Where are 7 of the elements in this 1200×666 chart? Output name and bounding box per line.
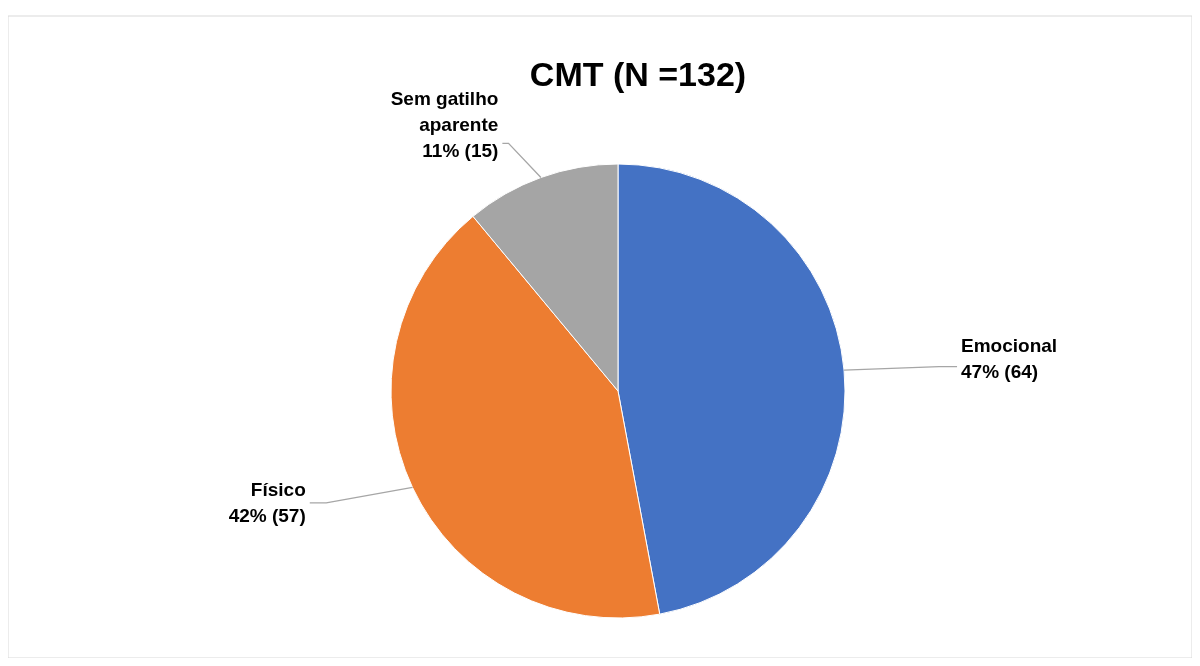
data-label: 11% (15) (422, 139, 499, 161)
chart-title: CMT (N =132) (529, 55, 747, 93)
data-label: 42% (57) (228, 504, 306, 526)
slice-label: Emocional (961, 335, 1058, 357)
slice-label: Físico (250, 478, 306, 500)
slice-label: Sem gatilho aparente (390, 87, 499, 135)
data-label: 47% (64) (961, 361, 1039, 383)
